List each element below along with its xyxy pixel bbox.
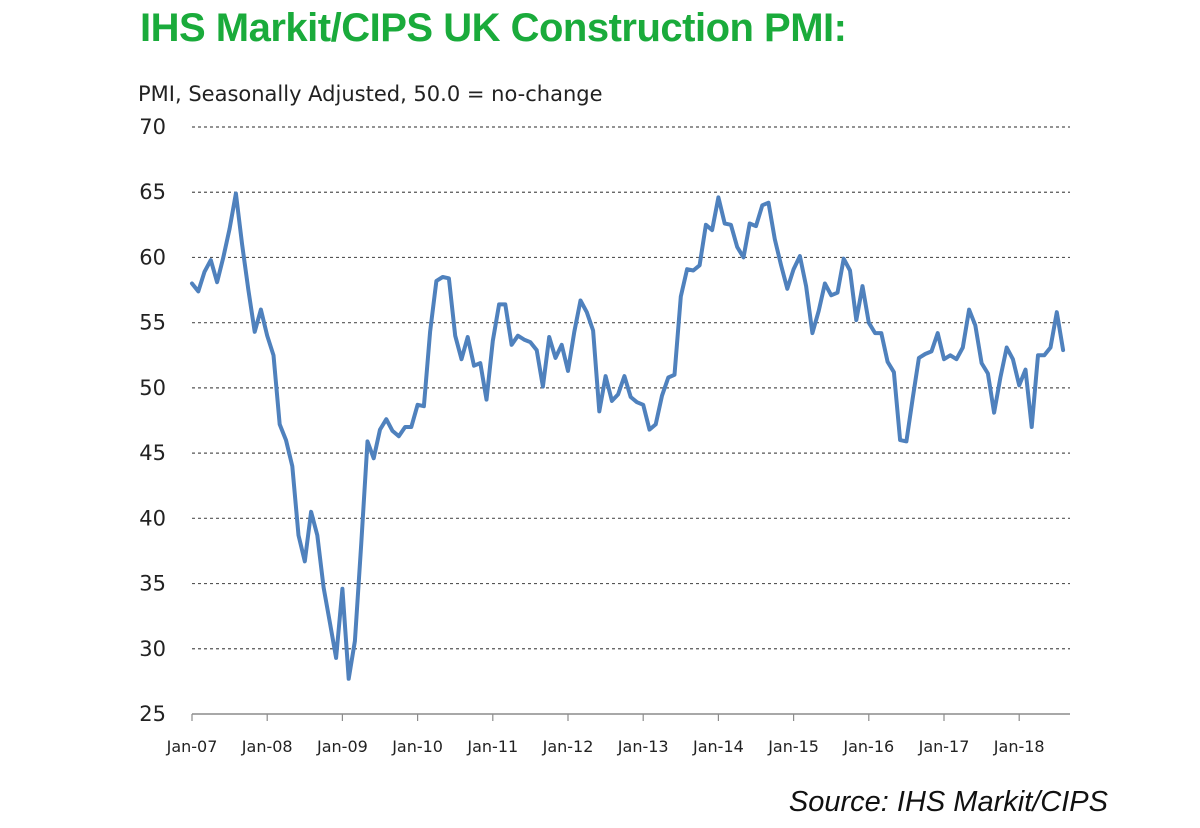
y-tick-label: 55 [139,311,166,335]
y-tick-labels: 25 30 35 40 45 50 55 60 65 70 [139,115,166,726]
source-note: Source: IHS Markit/CIPS [788,786,1108,818]
x-tick-label: Jan-10 [391,737,443,756]
x-tick-label: Jan-15 [767,737,819,756]
x-tick-label: Jan-18 [993,737,1045,756]
axis-subtitle: PMI, Seasonally Adjusted, 50.0 = no-chan… [138,82,603,106]
x-tick-label: Jan-09 [316,737,368,756]
y-tick-label: 30 [139,637,166,661]
axes [191,713,1070,721]
page-title: IHS Markit/CIPS UK Construction PMI: [140,6,847,50]
y-tick-label: 40 [139,506,166,530]
y-tick-label: 60 [139,245,166,269]
x-tick-label: Jan-17 [918,737,970,756]
x-tick-label: Jan-08 [241,737,293,756]
x-tick-label: Jan-14 [692,737,744,756]
y-tick-label: 65 [139,180,166,204]
x-tick-label: Jan-11 [466,737,518,756]
y-tick-label: 35 [139,572,166,596]
x-tick-label: Jan-13 [617,737,669,756]
x-tick-labels: Jan-07 Jan-08 Jan-09 Jan-10 Jan-11 Jan-12 Jan-… [166,737,1045,756]
x-tick-label: Jan-07 [166,737,218,756]
x-tick-label: Jan-16 [842,737,894,756]
y-tick-label: 45 [139,441,166,465]
y-tick-label: 70 [139,115,166,139]
y-tick-label: 50 [139,376,166,400]
series [190,191,1066,681]
series-line-0 [190,191,1066,681]
y-tick-label: 25 [139,702,166,726]
gridlines [192,126,1070,650]
x-tick-label: Jan-12 [542,737,594,756]
